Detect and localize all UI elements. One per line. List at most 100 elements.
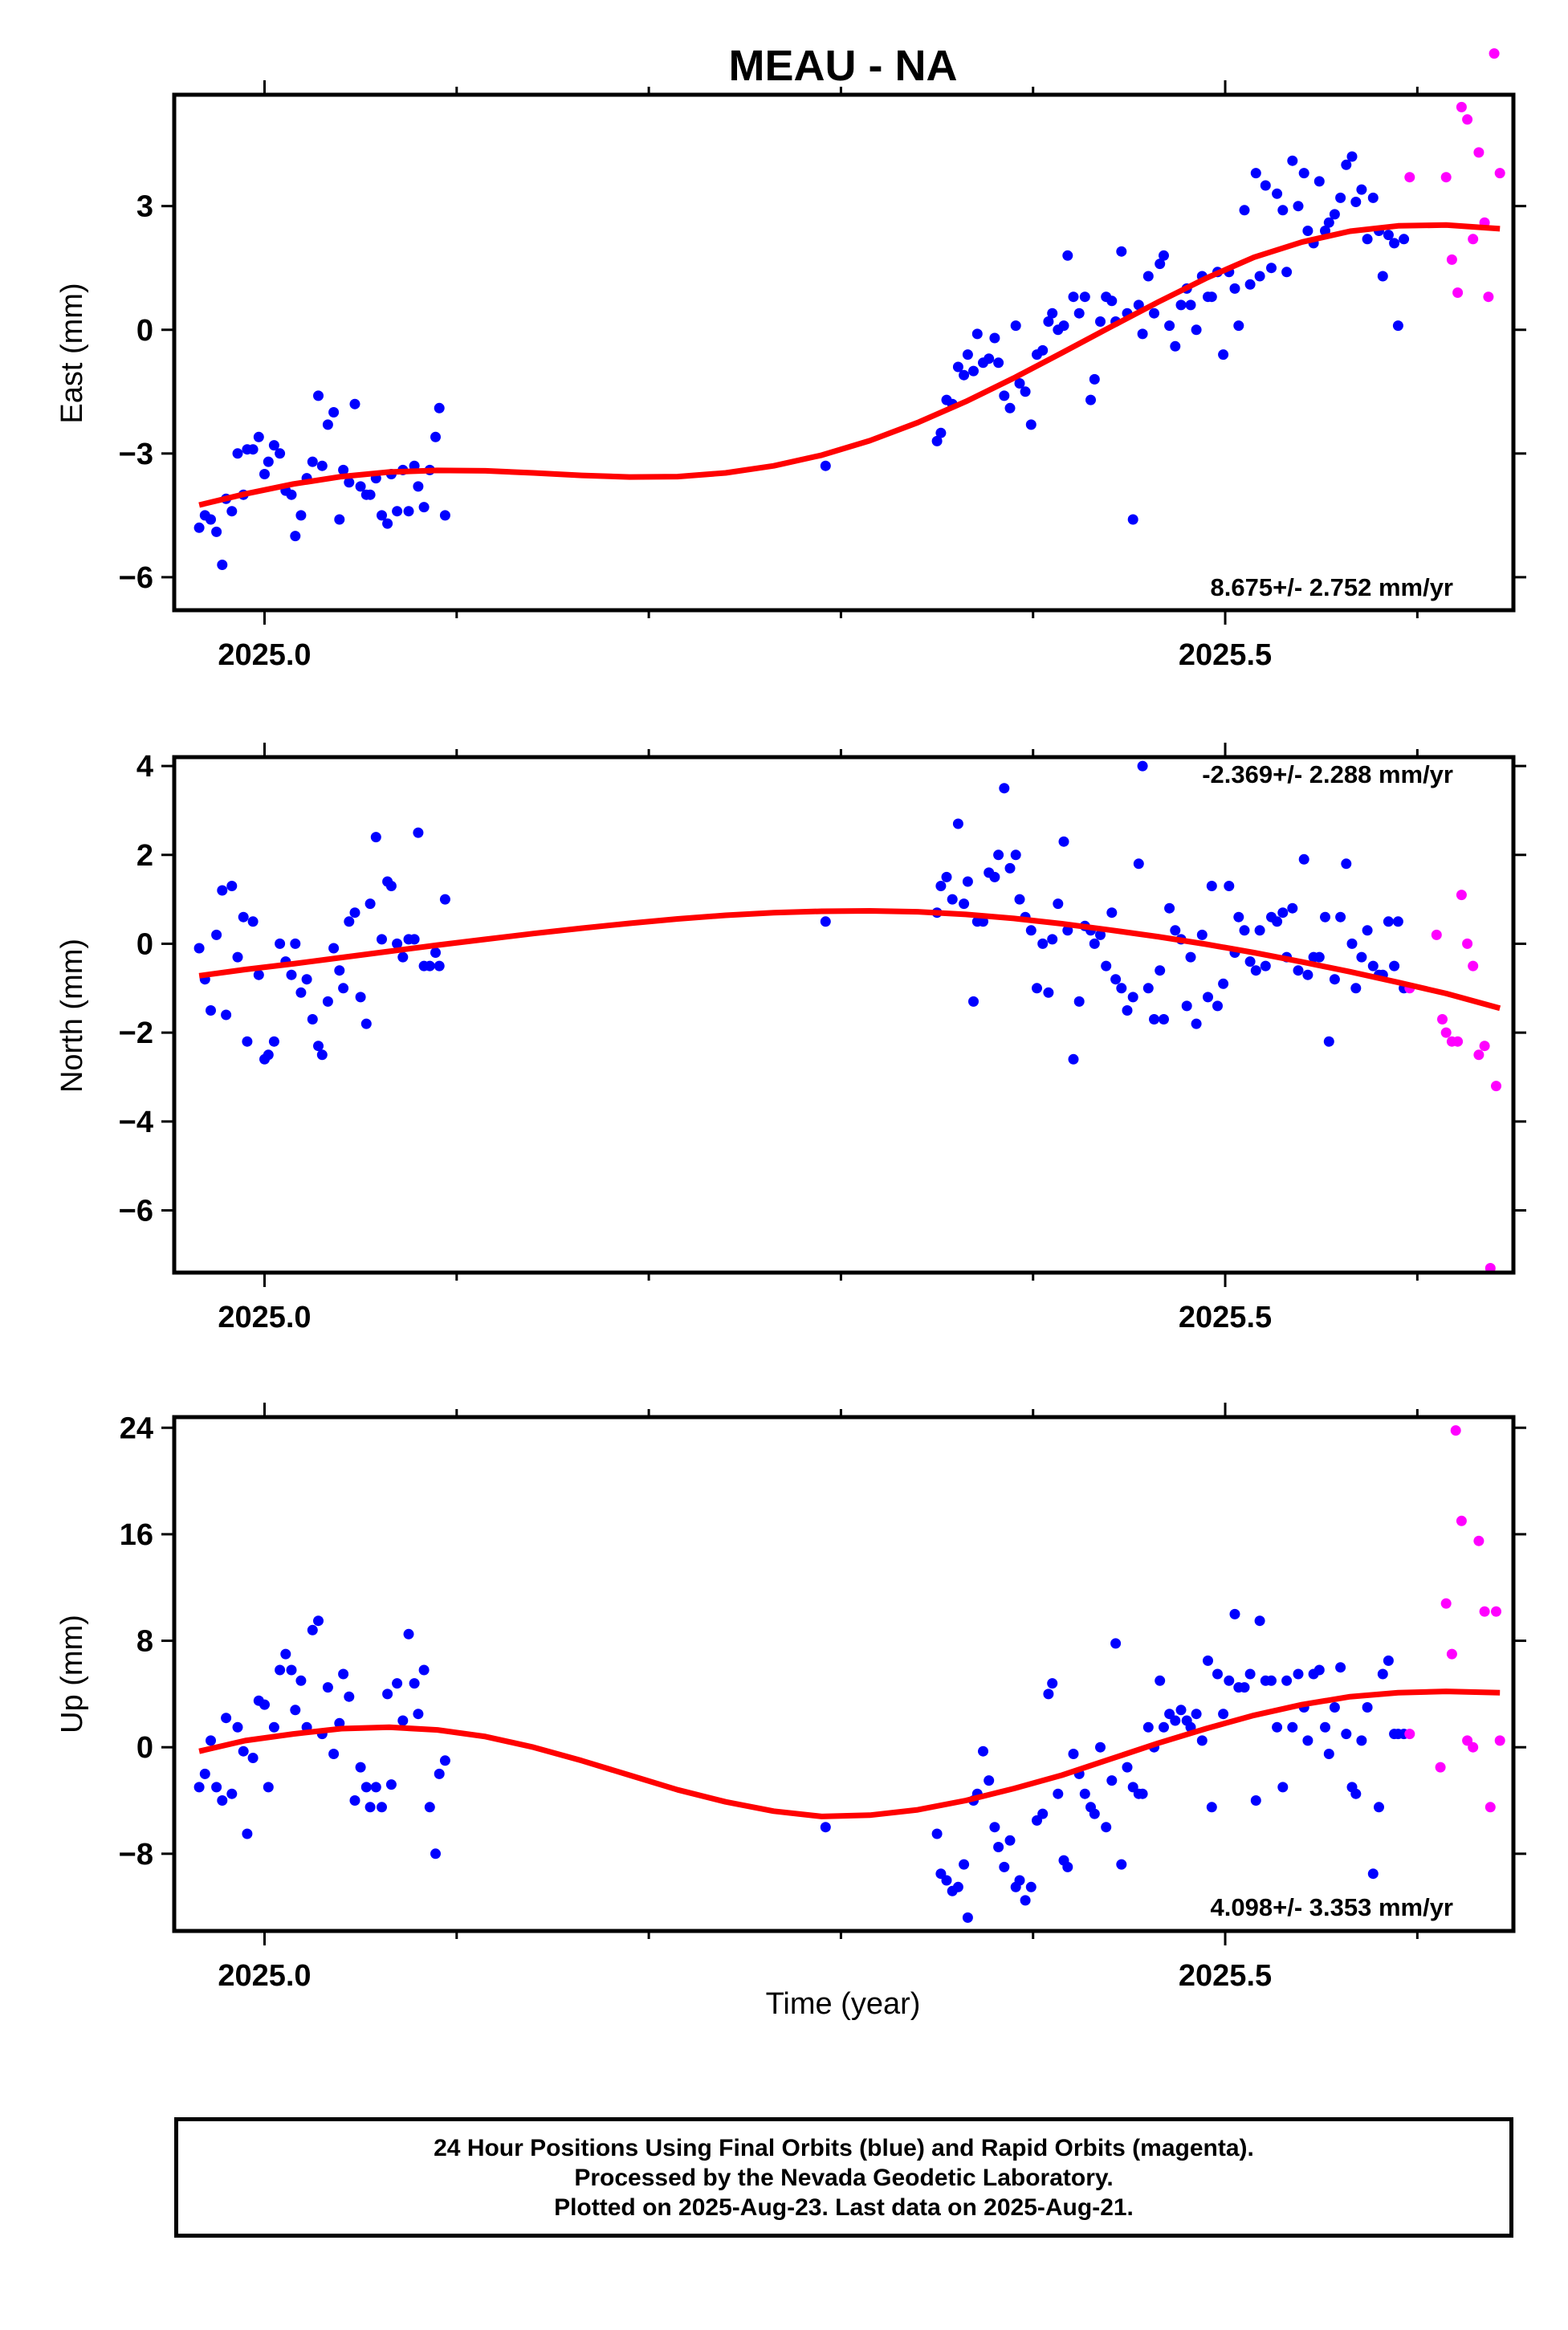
up-final-point [1053, 1788, 1064, 1799]
north-final-point [307, 1014, 318, 1024]
north-final-point [409, 934, 420, 945]
north-final-point [1142, 983, 1154, 994]
east-final-point [1302, 226, 1313, 236]
up-final-point [1244, 1668, 1256, 1680]
north-final-point [999, 783, 1010, 794]
east-final-point [1389, 238, 1400, 249]
north-final-point [1062, 925, 1073, 936]
east-final-point [295, 510, 307, 521]
up-final-point [1362, 1702, 1373, 1713]
north-final-point [1181, 1000, 1192, 1012]
east-final-point [286, 489, 297, 500]
up-final-point [434, 1768, 445, 1779]
up-final-point [338, 1668, 349, 1680]
north-final-point [344, 916, 355, 927]
east-final-point [820, 460, 831, 471]
north-final-point [301, 974, 312, 985]
north-final-point [434, 960, 445, 972]
up-final-point [307, 1624, 318, 1635]
up-final-point [1313, 1664, 1325, 1676]
east-final-point [1346, 151, 1358, 162]
east-final-point [1206, 291, 1217, 303]
north-final-point [206, 1005, 216, 1016]
east-final-point [1399, 234, 1410, 245]
up-final-point [1374, 1802, 1384, 1813]
up-final-point [430, 1848, 441, 1860]
east-final-point [1175, 299, 1187, 311]
north-final-point [1350, 983, 1362, 994]
up-plot-frame [172, 1415, 1516, 1933]
east-final-point [211, 526, 222, 537]
north-final-point [328, 943, 340, 954]
up-xtick-label: 2025.0 [218, 1959, 311, 1993]
north-final-point [430, 947, 441, 958]
up-final-point [1293, 1668, 1304, 1680]
up-final-point [1014, 1875, 1025, 1886]
up-final-point [1142, 1721, 1154, 1733]
east-final-point [962, 349, 973, 360]
east-final-point [1191, 324, 1202, 336]
east-final-point [1062, 250, 1073, 261]
up-final-point [349, 1795, 360, 1806]
up-final-point [355, 1762, 366, 1773]
up-final-point [280, 1648, 291, 1660]
north-final-point [1356, 951, 1367, 963]
north-final-point [978, 916, 988, 927]
up-final-point [238, 1745, 249, 1757]
up-final-point [1341, 1729, 1352, 1740]
up-final-point [1239, 1682, 1250, 1693]
north-final-point [349, 907, 360, 919]
north-final-point [1362, 925, 1373, 936]
up-rapid-point [1440, 1598, 1452, 1609]
up-final-point [385, 1779, 397, 1790]
up-final-point [226, 1788, 238, 1799]
east-final-point [413, 481, 424, 492]
north-final-point [275, 938, 286, 949]
north-final-point [968, 996, 979, 1007]
up-final-point [1277, 1782, 1289, 1793]
east-final-point [1164, 320, 1175, 332]
up-final-point [1356, 1735, 1367, 1746]
up-final-point [1175, 1705, 1187, 1716]
up-final-point [1281, 1675, 1293, 1686]
north-rate-label: -2.369+/- 2.288 mm/yr [1202, 760, 1453, 788]
north-final-point [1133, 858, 1144, 870]
east-final-point [338, 464, 349, 475]
north-final-point [221, 1009, 232, 1020]
chart-title: MEAU - NA [729, 42, 958, 90]
east-final-point [1020, 386, 1031, 397]
north-final-point [1164, 902, 1175, 914]
north-rapid-point [1440, 1027, 1452, 1038]
east-rapid-point [1452, 287, 1464, 298]
x-axis-title: Time (year) [766, 1987, 921, 2021]
north-final-point [1244, 956, 1256, 967]
east-final-point [1272, 188, 1283, 199]
up-ytick-label: 16 [120, 1518, 153, 1552]
up-panel: Up (mm) 4.098+/- 3.353 mm/yr 2025.0 2025.… [55, 1403, 1526, 1993]
up-final-point [962, 1912, 973, 1923]
up-final-point [1068, 1749, 1079, 1759]
east-model-curve [198, 222, 1501, 508]
caption-line-3: Plotted on 2025-Aug-23. Last data on 202… [554, 2194, 1134, 2221]
north-final-point [1392, 916, 1403, 927]
east-final-point [403, 506, 414, 517]
north-final-point [1185, 951, 1196, 963]
up-final-point [247, 1753, 259, 1763]
north-final-point [947, 894, 958, 905]
north-ytick-label: −6 [119, 1195, 153, 1228]
east-final-point [313, 390, 324, 401]
north-final-point [1058, 836, 1069, 847]
east-final-point [1254, 271, 1265, 282]
north-final-point [1014, 894, 1025, 905]
east-rapid-point [1483, 291, 1494, 303]
north-final-point [1206, 881, 1217, 891]
east-panel: East (mm) 8.675+/- 2.752 mm/yr 2025.0 202… [55, 48, 1526, 672]
east-final-point [193, 522, 205, 533]
up-final-point [199, 1768, 210, 1779]
up-final-point [439, 1755, 450, 1766]
north-ytick-label: −4 [119, 1106, 153, 1139]
north-ytick-label: 2 [136, 839, 153, 873]
up-final-point [993, 1842, 1004, 1852]
up-final-point [1320, 1721, 1330, 1733]
